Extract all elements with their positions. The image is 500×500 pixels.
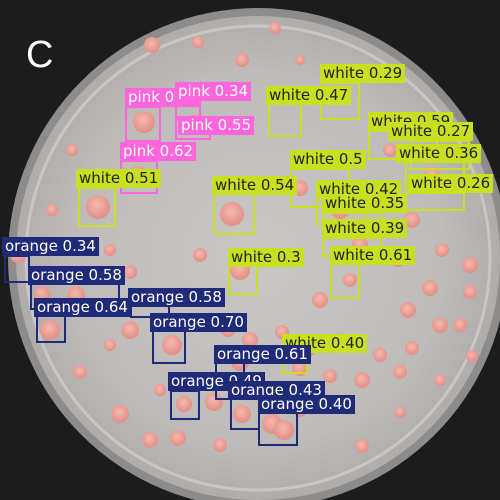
colony — [394, 406, 406, 418]
colony — [343, 273, 357, 287]
white-detection-label: white 0.54 — [212, 176, 298, 195]
white-detection-label: white 0.26 — [408, 174, 494, 193]
colony — [404, 212, 420, 228]
colony — [435, 243, 449, 257]
colony — [142, 432, 158, 448]
colony — [274, 420, 294, 440]
colony — [233, 405, 251, 423]
white-detection-box — [213, 193, 255, 235]
white-detection-label: white 0.36 — [396, 144, 482, 163]
colony — [323, 369, 337, 383]
pink-detection-label: pink 0.34 — [175, 82, 252, 101]
white-detection-label: white 0.29 — [320, 64, 406, 83]
colony — [86, 195, 110, 219]
colony — [176, 396, 192, 412]
colony — [73, 365, 87, 379]
colony — [104, 339, 116, 351]
orange-detection-label: orange 0.61 — [214, 345, 311, 364]
white-detection-box — [268, 103, 302, 137]
colony — [40, 320, 60, 340]
colony — [432, 317, 448, 333]
orange-detection-label: orange 0.40 — [258, 395, 355, 414]
colony — [111, 405, 129, 423]
orange-detection-box — [170, 390, 200, 420]
orange-detection-box — [152, 330, 186, 364]
colony — [170, 430, 186, 446]
orange-detection-label: orange 0.64 — [34, 298, 131, 317]
white-detection-label: white 0.47 — [266, 86, 352, 105]
colony — [422, 280, 438, 296]
colony — [462, 257, 478, 273]
colony — [373, 348, 387, 362]
colony — [383, 143, 397, 157]
colony — [46, 204, 58, 216]
colony — [192, 36, 204, 48]
white-detection-label: white 0.51 — [76, 169, 162, 188]
colony — [463, 285, 477, 299]
colony — [235, 53, 249, 67]
orange-detection-box — [230, 398, 260, 430]
colony — [393, 365, 407, 379]
colony — [144, 37, 160, 53]
white-detection-label: white 0.5 — [290, 150, 366, 169]
colony — [295, 55, 305, 65]
colony — [66, 144, 78, 156]
colony — [405, 341, 419, 355]
white-detection-label: white 0.27 — [388, 122, 474, 141]
colony — [269, 22, 281, 34]
pink-detection-label: pink 0.55 — [178, 116, 255, 135]
colony — [400, 302, 416, 318]
colony — [312, 292, 328, 308]
orange-detection-label: orange 0.70 — [150, 313, 247, 332]
colony — [205, 393, 223, 411]
colony — [466, 350, 478, 362]
white-detection-label: white 0.39 — [322, 219, 408, 238]
orange-detection-label: orange 0.34 — [2, 237, 99, 256]
white-detection-label: white 0.61 — [330, 246, 416, 265]
panel-letter: C — [26, 34, 54, 76]
orange-detection-label: orange 0.58 — [128, 288, 225, 307]
white-detection-box — [78, 187, 116, 227]
colony — [104, 244, 116, 256]
colony — [355, 439, 369, 453]
orange-detection-label: orange 0.58 — [28, 266, 125, 285]
colony — [453, 318, 467, 332]
pink-detection-label: pink 0.62 — [120, 142, 197, 161]
white-detection-box — [330, 263, 360, 299]
pink-detection-box — [125, 106, 161, 142]
white-detection-label: white 0.35 — [322, 194, 408, 213]
white-detection-box — [228, 265, 258, 295]
colony — [193, 248, 207, 262]
orange-detection-box — [4, 255, 30, 283]
orange-detection-box — [258, 410, 298, 446]
colony — [162, 335, 182, 355]
orange-detection-box — [36, 315, 66, 343]
colony — [121, 321, 139, 339]
colony — [220, 202, 244, 226]
white-detection-label: white 0.3 — [228, 248, 304, 267]
colony — [123, 265, 137, 279]
colony — [133, 111, 155, 133]
colony — [242, 332, 258, 348]
colony — [434, 374, 446, 386]
colony — [354, 372, 370, 388]
colony — [154, 384, 166, 396]
colony — [213, 438, 227, 452]
